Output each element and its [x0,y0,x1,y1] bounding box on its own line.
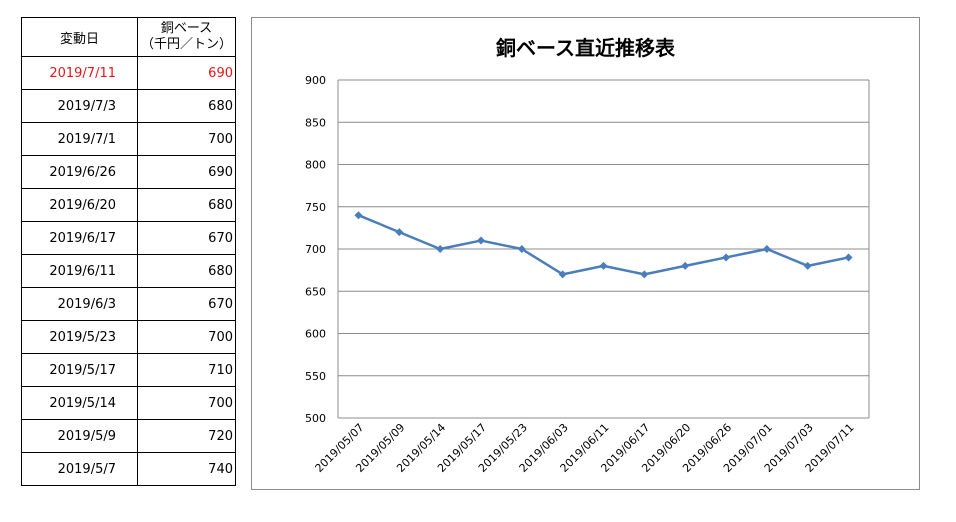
data-point [395,228,404,237]
row-date: 2019/6/11 [21,254,138,288]
row-date: 2019/6/20 [21,188,138,222]
row-date: 2019/7/1 [21,122,138,156]
row-price: 690 [137,56,236,90]
header-date: 変動日 [21,17,138,57]
data-point [354,211,363,220]
row-price: 700 [137,386,236,420]
row-date: 2019/7/11 [21,56,138,90]
row-price: 740 [137,452,236,486]
row-price: 670 [137,287,236,321]
row-price: 690 [137,155,236,189]
y-tick-label: 650 [305,285,326,298]
y-tick-label: 600 [305,328,326,341]
table-row: 2019/6/11 680 [21,254,236,288]
y-tick-label: 850 [305,116,326,129]
data-point [844,253,853,262]
row-date: 2019/5/9 [21,419,138,453]
row-date: 2019/5/23 [21,320,138,354]
row-price: 670 [137,221,236,255]
table-header-row: 変動日 銅ベース （千円／トン） [21,17,236,57]
header-price-line1: 銅ベース [160,21,213,36]
row-date: 2019/6/3 [21,287,138,321]
y-tick-label: 800 [305,159,326,172]
data-point [436,245,445,253]
y-tick-label: 500 [305,412,326,425]
chart-title: 銅ベース直近推移表 [496,36,675,60]
table-row: 2019/7/1 700 [21,122,236,156]
line-chart: 5005506006507007508008509002019/05/07201… [305,74,870,475]
y-tick-label: 900 [305,74,326,87]
y-tick-label: 750 [305,201,326,214]
row-price: 680 [137,89,236,123]
row-price: 700 [137,320,236,354]
table-row: 2019/5/17 710 [21,353,236,387]
row-date: 2019/5/7 [21,452,138,486]
table-row: 2019/5/23 700 [21,320,236,354]
header-price-line2: （千円／トン） [140,37,232,52]
row-date: 2019/6/17 [21,221,138,255]
table-body: 2019/7/11 690 2019/7/3 680 2019/7/1 700 2019/6… [21,56,236,486]
copper-price-table: 変動日 銅ベース （千円／トン） 2019/7/11 690 2019/7/3 680… [21,17,236,486]
data-point [558,270,567,279]
table-row: 2019/5/14 700 [21,386,236,420]
data-point [599,261,608,270]
table-row: 2019/6/26 690 [21,155,236,189]
data-point [681,261,690,270]
data-point [517,245,526,253]
y-tick-label: 700 [305,243,326,256]
data-point [640,270,649,279]
data-point [803,261,812,270]
row-date: 2019/7/3 [21,89,138,123]
row-price: 710 [137,353,236,387]
row-date: 2019/5/14 [21,386,138,420]
table-row: 2019/5/9 720 [21,419,236,453]
table-row: 2019/7/3 680 [21,89,236,123]
table-row: 2019/7/11 690 [21,56,236,90]
data-point [476,236,485,245]
table-row: 2019/6/17 670 [21,221,236,255]
row-price: 680 [137,188,236,222]
row-date: 2019/5/17 [21,353,138,387]
data-point [722,253,731,262]
table-row: 2019/6/20 680 [21,188,236,222]
y-tick-label: 550 [305,370,326,383]
row-price: 720 [137,419,236,453]
table-row: 2019/5/7 740 [21,452,236,486]
table-row: 2019/6/3 670 [21,287,236,321]
data-point [762,245,771,253]
row-price: 680 [137,254,236,288]
row-price: 700 [137,122,236,156]
row-date: 2019/6/26 [21,155,138,189]
chart-area: 銅ベース直近推移表 500 550 600 650 700 750 800 850 900 201… [251,17,920,490]
header-price: 銅ベース （千円／トン） [137,17,236,57]
